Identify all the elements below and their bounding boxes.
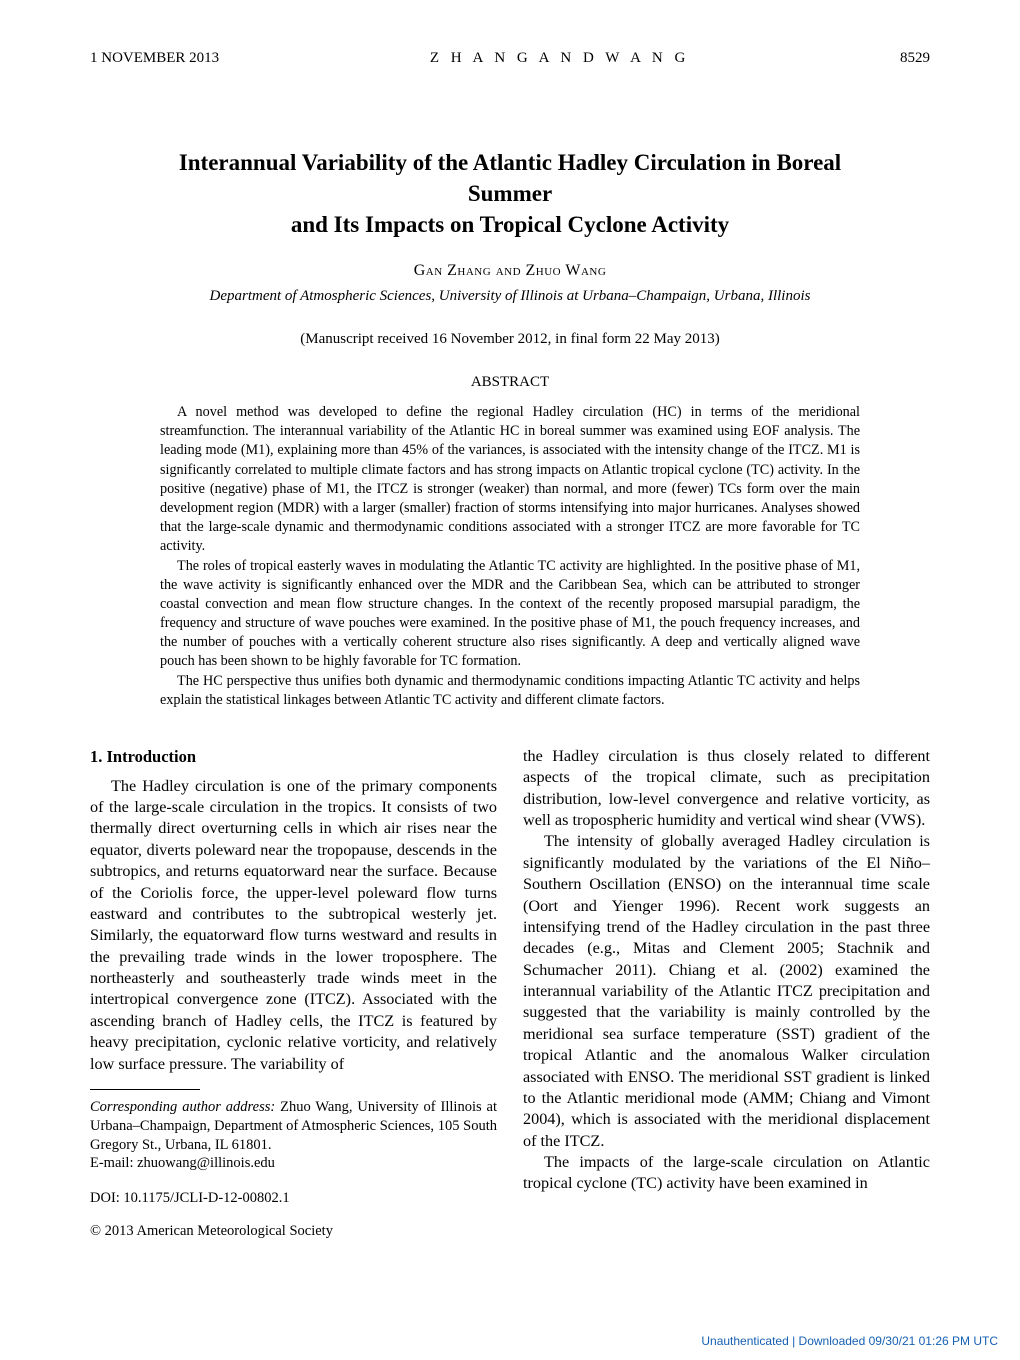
body-p4: The impacts of the large-scale circulati… [523,1152,930,1195]
affiliation: Department of Atmospheric Sciences, Univ… [90,288,930,305]
corresponding-author-block: Corresponding author address: Zhuo Wang,… [90,1089,497,1242]
authors-line: Gan Zhang and Zhuo Wang [90,262,930,280]
corresponding-author-rule [90,1089,200,1090]
abstract-body: A novel method was developed to define t… [160,403,860,710]
body-p1: The Hadley circulation is one of the pri… [90,776,497,1075]
section-1-heading: 1. Introduction [90,746,497,768]
body-columns: 1. Introduction The Hadley circulation i… [90,746,930,1242]
body-p3: The intensity of globally averaged Hadle… [523,831,930,1152]
abstract-p3: The HC perspective thus unifies both dyn… [160,672,860,710]
running-head-date: 1 NOVEMBER 2013 [90,50,219,67]
corresponding-author-label: Corresponding author address: [90,1099,275,1115]
article-title-line-1: Interannual Variability of the Atlantic … [179,150,841,206]
running-head-page: 8529 [900,50,930,67]
body-p2: the Hadley circulation is thus closely r… [523,746,930,832]
corresponding-author-email: E-mail: zhuowang@illinois.edu [90,1154,497,1173]
doi: DOI: 10.1175/JCLI-D-12-00802.1 [90,1189,497,1208]
running-head-authors: Z H A N G A N D W A N G [430,50,689,67]
page: 1 NOVEMBER 2013 Z H A N G A N D W A N G … [0,0,1020,1360]
abstract-p1: A novel method was developed to define t… [160,403,860,556]
running-head: 1 NOVEMBER 2013 Z H A N G A N D W A N G … [90,50,930,67]
copyright-line: © 2013 American Meteorological Society [90,1222,497,1241]
corresponding-author: Corresponding author address: Zhuo Wang,… [90,1098,497,1155]
article-title: Interannual Variability of the Atlantic … [150,147,870,240]
download-footer: Unauthenticated | Downloaded 09/30/21 01… [701,1334,998,1348]
manuscript-dates: (Manuscript received 16 November 2012, i… [90,331,930,348]
abstract-heading: ABSTRACT [90,374,930,391]
article-title-line-2: and Its Impacts on Tropical Cyclone Acti… [291,212,729,237]
abstract-p2: The roles of tropical easterly waves in … [160,557,860,672]
